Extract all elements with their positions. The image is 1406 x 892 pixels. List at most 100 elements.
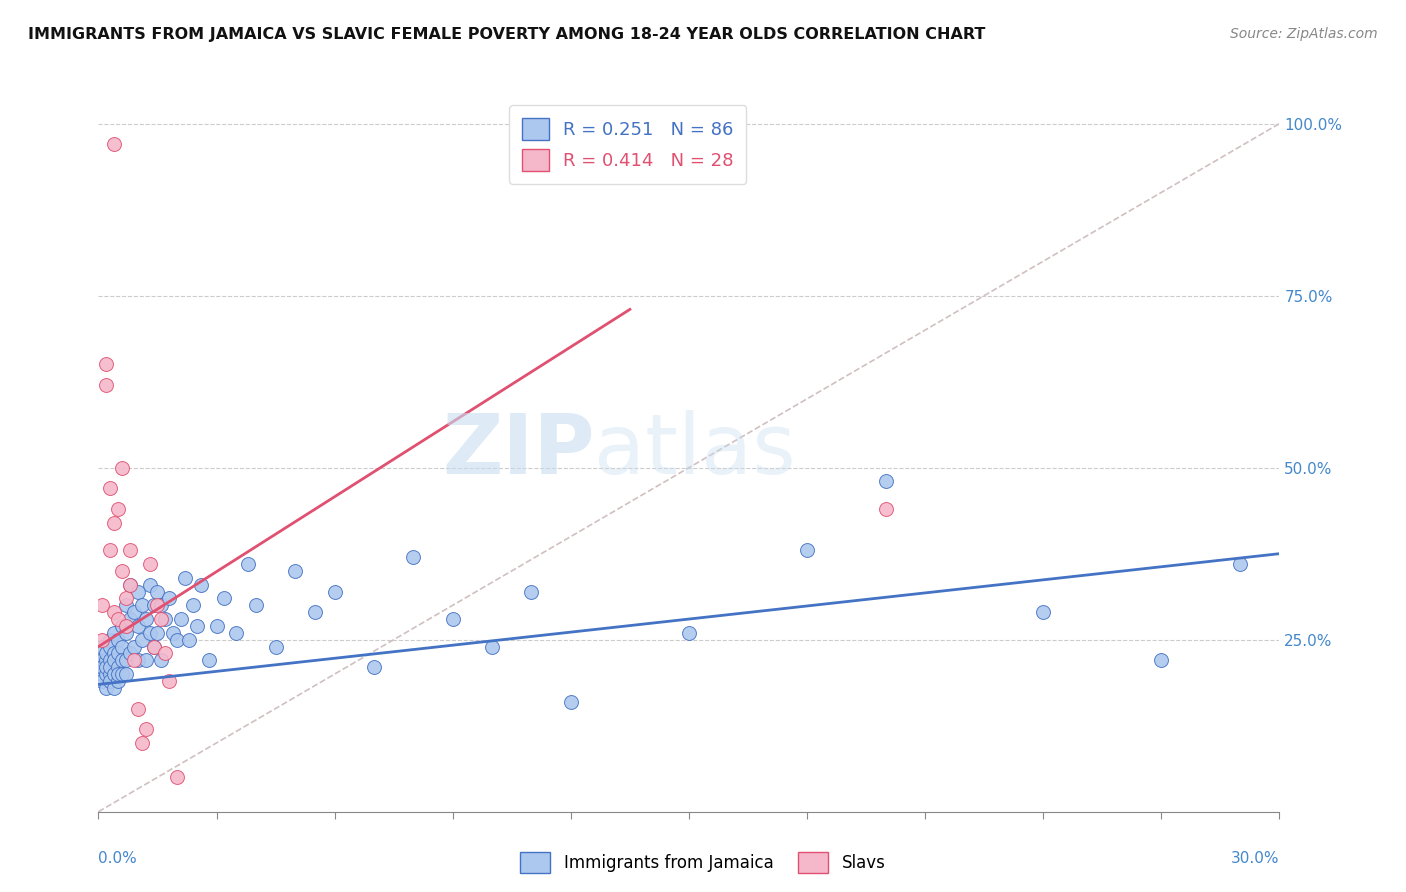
Point — [146, 625, 169, 640]
Legend: Immigrants from Jamaica, Slavs: Immigrants from Jamaica, Slavs — [513, 846, 893, 880]
Point — [875, 475, 897, 489]
Point — [103, 681, 125, 695]
Point — [118, 612, 141, 626]
Point — [96, 660, 118, 674]
Text: 0.0%: 0.0% — [98, 851, 138, 865]
Point — [678, 625, 700, 640]
Point — [363, 660, 385, 674]
Point — [91, 660, 114, 674]
Point — [111, 564, 134, 578]
Point — [115, 591, 138, 606]
Text: ZIP: ZIP — [441, 410, 595, 491]
Point — [91, 653, 114, 667]
Point — [127, 584, 149, 599]
Point — [98, 543, 121, 558]
Point — [1032, 605, 1054, 619]
Point — [142, 599, 165, 613]
Point — [96, 681, 118, 695]
Point — [118, 577, 141, 591]
Point — [155, 647, 177, 661]
Point — [284, 564, 307, 578]
Point — [91, 632, 114, 647]
Point — [107, 647, 129, 661]
Point — [103, 516, 125, 530]
Point — [146, 584, 169, 599]
Point — [98, 667, 121, 681]
Point — [98, 640, 121, 654]
Point — [1229, 557, 1251, 571]
Point — [131, 736, 153, 750]
Point — [115, 619, 138, 633]
Point — [197, 653, 219, 667]
Point — [181, 599, 204, 613]
Point — [96, 667, 118, 681]
Point — [174, 571, 197, 585]
Point — [236, 557, 259, 571]
Point — [135, 653, 157, 667]
Point — [118, 577, 141, 591]
Point — [157, 673, 180, 688]
Point — [111, 653, 134, 667]
Point — [157, 591, 180, 606]
Point — [135, 722, 157, 736]
Point — [111, 460, 134, 475]
Point — [118, 543, 141, 558]
Point — [107, 632, 129, 647]
Point — [264, 640, 287, 654]
Point — [115, 653, 138, 667]
Point — [91, 673, 114, 688]
Point — [127, 653, 149, 667]
Point — [138, 577, 160, 591]
Text: atlas: atlas — [595, 410, 796, 491]
Point — [135, 612, 157, 626]
Point — [520, 584, 543, 599]
Point — [111, 619, 134, 633]
Point — [103, 667, 125, 681]
Point — [166, 770, 188, 784]
Point — [142, 640, 165, 654]
Point — [142, 640, 165, 654]
Point — [225, 625, 247, 640]
Point — [103, 625, 125, 640]
Point — [91, 667, 114, 681]
Point — [98, 673, 121, 688]
Point — [115, 667, 138, 681]
Point — [150, 599, 173, 613]
Point — [103, 605, 125, 619]
Point — [177, 632, 200, 647]
Point — [214, 591, 236, 606]
Text: IMMIGRANTS FROM JAMAICA VS SLAVIC FEMALE POVERTY AMONG 18-24 YEAR OLDS CORRELATI: IMMIGRANTS FROM JAMAICA VS SLAVIC FEMALE… — [28, 27, 986, 42]
Point — [131, 599, 153, 613]
Point — [155, 612, 177, 626]
Point — [162, 625, 184, 640]
Point — [323, 584, 346, 599]
Point — [441, 612, 464, 626]
Point — [107, 673, 129, 688]
Point — [115, 599, 138, 613]
Point — [122, 640, 145, 654]
Point — [796, 543, 818, 558]
Point — [122, 653, 145, 667]
Point — [402, 550, 425, 565]
Point — [560, 695, 582, 709]
Point — [138, 625, 160, 640]
Point — [103, 137, 125, 152]
Point — [190, 577, 212, 591]
Text: 30.0%: 30.0% — [1232, 851, 1279, 865]
Point — [170, 612, 193, 626]
Point — [91, 599, 114, 613]
Point — [127, 619, 149, 633]
Point — [111, 640, 134, 654]
Point — [96, 358, 118, 372]
Point — [96, 378, 118, 392]
Point — [481, 640, 503, 654]
Point — [103, 653, 125, 667]
Point — [122, 605, 145, 619]
Point — [91, 640, 114, 654]
Point — [111, 667, 134, 681]
Point — [107, 502, 129, 516]
Text: Source: ZipAtlas.com: Source: ZipAtlas.com — [1230, 27, 1378, 41]
Point — [107, 667, 129, 681]
Point — [98, 653, 121, 667]
Point — [146, 599, 169, 613]
